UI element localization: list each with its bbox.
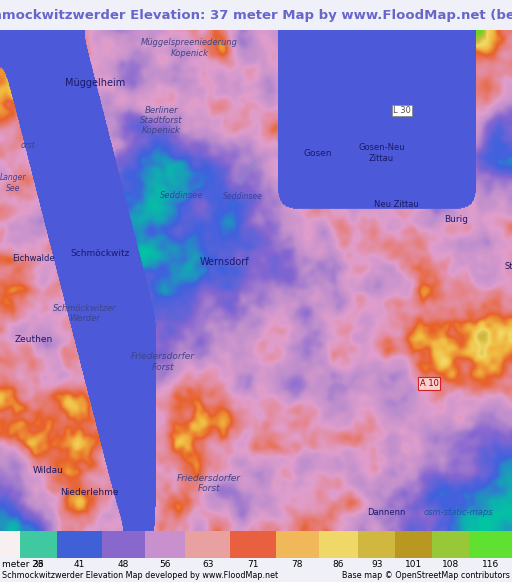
Text: Neu Zittau: Neu Zittau [374,200,419,209]
Bar [276,531,318,558]
Text: meter 26: meter 26 [2,560,44,569]
Text: 33: 33 [33,560,44,569]
Text: 63: 63 [202,560,214,569]
Text: L 30: L 30 [393,106,411,115]
Text: Gosen-Neu
Zittau: Gosen-Neu Zittau [358,143,405,163]
Bar [470,531,512,558]
Text: 101: 101 [405,560,422,569]
Bar [432,531,470,558]
Text: Seddinsee: Seddinsee [160,191,203,200]
Text: Wildau: Wildau [33,466,64,475]
Text: Wernsdorf: Wernsdorf [200,257,249,267]
Text: 71: 71 [247,560,259,569]
Text: Berliner: Berliner [235,157,262,186]
Text: Burig: Burig [444,215,467,224]
Bar [318,531,358,558]
Text: Schmockwitzwerder Elevation Map developed by www.FloodMap.net: Schmockwitzwerder Elevation Map develope… [2,571,278,580]
Text: Gosen: Gosen [303,148,332,158]
Text: Steinfu: Steinfu [504,262,512,271]
Text: Dannenn: Dannenn [368,508,406,517]
Text: Berliner
Stadtforst
Kopenick: Berliner Stadtforst Kopenick [140,105,183,136]
Bar [185,531,230,558]
Text: Schmockwitzwerder Elevation: 37 meter Map by www.FloodMap.net (beta): Schmockwitzwerder Elevation: 37 meter Ma… [0,9,512,22]
Text: 93: 93 [371,560,382,569]
Bar [57,531,102,558]
Text: Schmöckwitz: Schmöckwitz [70,249,130,258]
Bar [145,531,185,558]
Text: Seddinsee: Seddinsee [223,192,263,201]
Text: 86: 86 [333,560,344,569]
Text: Müggelspreeniederung
Kopenick: Müggelspreeniederung Kopenick [141,38,238,58]
Text: 56: 56 [159,560,170,569]
Text: Langer
See: Langer See [0,173,26,193]
Text: 108: 108 [442,560,459,569]
Bar [230,531,276,558]
Text: Base map © OpenStreetMap contributors: Base map © OpenStreetMap contributors [342,571,510,580]
Bar [20,531,57,558]
Text: Friedersdorfer
Forst: Friedersdorfer Forst [177,474,241,494]
Text: 41: 41 [74,560,86,569]
Text: A 10: A 10 [420,379,438,388]
Text: 116: 116 [482,560,499,569]
Text: Friedersdorfer
Forst: Friedersdorfer Forst [131,352,195,372]
Text: Müggelheim: Müggelheim [65,78,125,88]
Bar [102,531,145,558]
Text: osm-static-maps: osm-static-maps [423,508,493,517]
Text: 48: 48 [118,560,130,569]
Text: orst: orst [21,141,35,150]
Text: Schmöckwitzer
Werder: Schmöckwitzer Werder [53,304,116,323]
Bar [0,531,20,558]
Text: 78: 78 [291,560,303,569]
Bar [358,531,395,558]
Bar [395,531,432,558]
Text: Eichwalde: Eichwalde [12,254,55,262]
Text: Niederlehme: Niederlehme [60,488,119,497]
Text: Zeuthen: Zeuthen [14,335,52,345]
